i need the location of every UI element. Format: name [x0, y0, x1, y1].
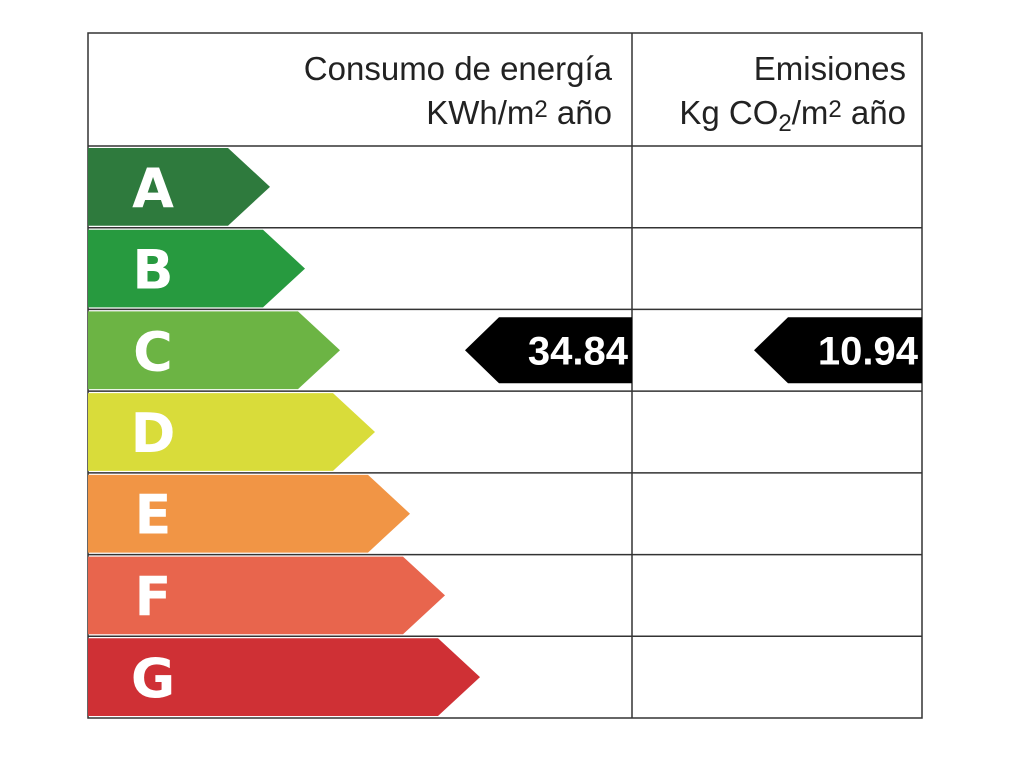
unit-part: año [842, 94, 906, 131]
unit-part: /m [792, 94, 829, 131]
value-tag [465, 317, 632, 384]
rating-arrow [88, 311, 340, 390]
value-text: 34.84 [528, 329, 629, 373]
energy-title: Consumo de energía [304, 50, 613, 87]
energy-unit: KWh/m2 año [426, 94, 612, 131]
rating-arrow [88, 638, 480, 716]
unit-part: año [548, 94, 612, 131]
rating-arrow [88, 229, 305, 308]
unit-sup: 2 [828, 96, 841, 123]
rating-letter: F [135, 565, 172, 628]
rating-letter: D [131, 402, 176, 465]
unit-sup: 2 [534, 96, 547, 123]
rating-arrow [88, 148, 270, 226]
rating-letter: G [131, 647, 175, 710]
unit-part: KWh/m [426, 94, 534, 131]
rating-arrow [88, 474, 410, 553]
emissions-title: Emisiones [754, 50, 906, 87]
rating-letter: C [133, 320, 173, 383]
rating-arrow [88, 393, 375, 471]
unit-part: Kg CO [679, 94, 778, 131]
rating-letter: B [132, 239, 173, 302]
emissions-unit: Kg CO2/m2 año [679, 94, 906, 137]
rating-letter: A [132, 157, 174, 220]
unit-sub: 2 [778, 110, 791, 137]
value-text: 10.94 [818, 329, 919, 373]
value-tag [754, 317, 922, 384]
rating-arrow [88, 556, 445, 635]
rating-letter: E [135, 484, 172, 547]
